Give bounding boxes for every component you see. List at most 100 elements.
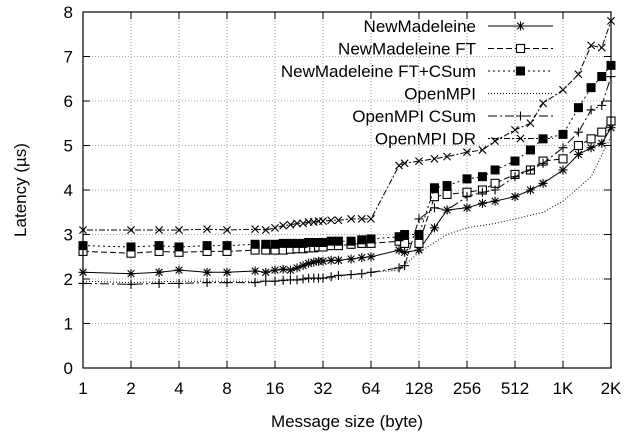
data-point bbox=[261, 239, 271, 249]
data-point bbox=[286, 220, 295, 229]
data-point bbox=[462, 192, 472, 202]
data-point bbox=[326, 272, 336, 282]
x-tick-label: 16 bbox=[266, 379, 285, 398]
data-point bbox=[261, 267, 271, 277]
data-point bbox=[414, 214, 424, 224]
data-point bbox=[429, 223, 439, 233]
data-point bbox=[573, 149, 583, 159]
data-point bbox=[250, 239, 260, 249]
legend-item: NewMadeleine FT bbox=[338, 40, 553, 59]
data-point bbox=[429, 183, 439, 193]
data-point bbox=[318, 256, 328, 266]
data-point bbox=[174, 265, 184, 275]
data-point bbox=[251, 225, 260, 234]
data-point bbox=[400, 159, 409, 168]
data-point bbox=[222, 241, 232, 251]
data-point bbox=[573, 103, 583, 113]
data-point bbox=[597, 138, 607, 148]
x-tick-label: 64 bbox=[362, 379, 381, 398]
x-tick-label: 2K bbox=[601, 379, 622, 398]
data-point bbox=[395, 161, 404, 170]
data-point bbox=[400, 230, 410, 239]
data-point bbox=[154, 241, 164, 251]
x-tick-label: 512 bbox=[501, 379, 529, 398]
x-tick-label: 128 bbox=[405, 379, 433, 398]
data-point bbox=[538, 158, 548, 168]
series-6 bbox=[79, 16, 615, 235]
data-point bbox=[318, 238, 328, 248]
legend-item: NewMadeleine FT+CSum bbox=[281, 62, 553, 81]
data-point bbox=[346, 236, 356, 246]
y-tick-label: 3 bbox=[64, 226, 73, 245]
y-tick-label: 2 bbox=[64, 270, 73, 289]
x-tick-label: 2 bbox=[126, 379, 135, 398]
data-point bbox=[223, 226, 231, 235]
x-tick-label: 1 bbox=[78, 379, 87, 398]
data-point bbox=[202, 278, 212, 288]
x-tick-label: 1K bbox=[553, 379, 574, 398]
data-point bbox=[429, 203, 439, 213]
data-point bbox=[222, 278, 232, 288]
legend-label: NewMadeleine FT bbox=[338, 40, 476, 59]
data-point bbox=[442, 205, 452, 215]
legend-item: OpenMPI DR bbox=[375, 130, 553, 149]
data-point bbox=[126, 279, 136, 289]
x-tick-label: 256 bbox=[453, 379, 481, 398]
data-point bbox=[525, 165, 535, 175]
legend-marker-sample bbox=[516, 66, 525, 76]
data-point bbox=[333, 255, 343, 265]
data-point bbox=[333, 236, 343, 246]
data-point bbox=[319, 217, 327, 226]
data-point bbox=[394, 263, 404, 273]
data-point bbox=[490, 196, 500, 206]
data-point bbox=[490, 185, 500, 195]
data-point bbox=[174, 278, 184, 288]
data-point bbox=[597, 100, 607, 110]
data-point bbox=[333, 270, 343, 280]
data-point bbox=[357, 253, 367, 263]
data-point bbox=[400, 238, 410, 248]
data-point bbox=[346, 254, 356, 264]
data-point bbox=[574, 70, 583, 79]
series-line bbox=[82, 136, 612, 284]
data-point bbox=[270, 239, 280, 249]
data-point bbox=[299, 219, 308, 228]
y-tick-label: 4 bbox=[64, 181, 73, 200]
legend-marker-sample bbox=[516, 111, 525, 121]
series-5 bbox=[78, 72, 616, 289]
data-point bbox=[477, 187, 487, 197]
data-point bbox=[597, 72, 607, 82]
data-point bbox=[414, 230, 424, 239]
data-point bbox=[202, 267, 212, 277]
data-point bbox=[126, 269, 136, 279]
data-point bbox=[558, 129, 568, 139]
data-point bbox=[463, 148, 471, 157]
data-point bbox=[394, 245, 404, 255]
y-tick-label: 1 bbox=[64, 315, 73, 334]
data-point bbox=[430, 154, 439, 163]
data-point bbox=[250, 266, 260, 276]
data-point bbox=[261, 276, 271, 286]
x-tick-label: 4 bbox=[174, 379, 183, 398]
data-point bbox=[304, 258, 314, 268]
data-point bbox=[573, 140, 584, 151]
data-point bbox=[510, 172, 520, 182]
data-point bbox=[366, 267, 376, 277]
data-point bbox=[597, 43, 606, 52]
series-2 bbox=[78, 116, 616, 258]
x-axis-title: Message size (byte) bbox=[271, 412, 423, 431]
data-point bbox=[318, 273, 328, 283]
data-point bbox=[538, 178, 548, 188]
data-point bbox=[366, 234, 376, 244]
data-point bbox=[357, 269, 367, 279]
legend-item: OpenMPI bbox=[404, 85, 553, 104]
series-4 bbox=[82, 136, 612, 284]
data-point bbox=[293, 219, 302, 228]
data-point bbox=[309, 257, 319, 267]
series-3 bbox=[78, 60, 616, 252]
legend-marker-sample bbox=[516, 134, 525, 143]
data-point bbox=[415, 157, 423, 166]
